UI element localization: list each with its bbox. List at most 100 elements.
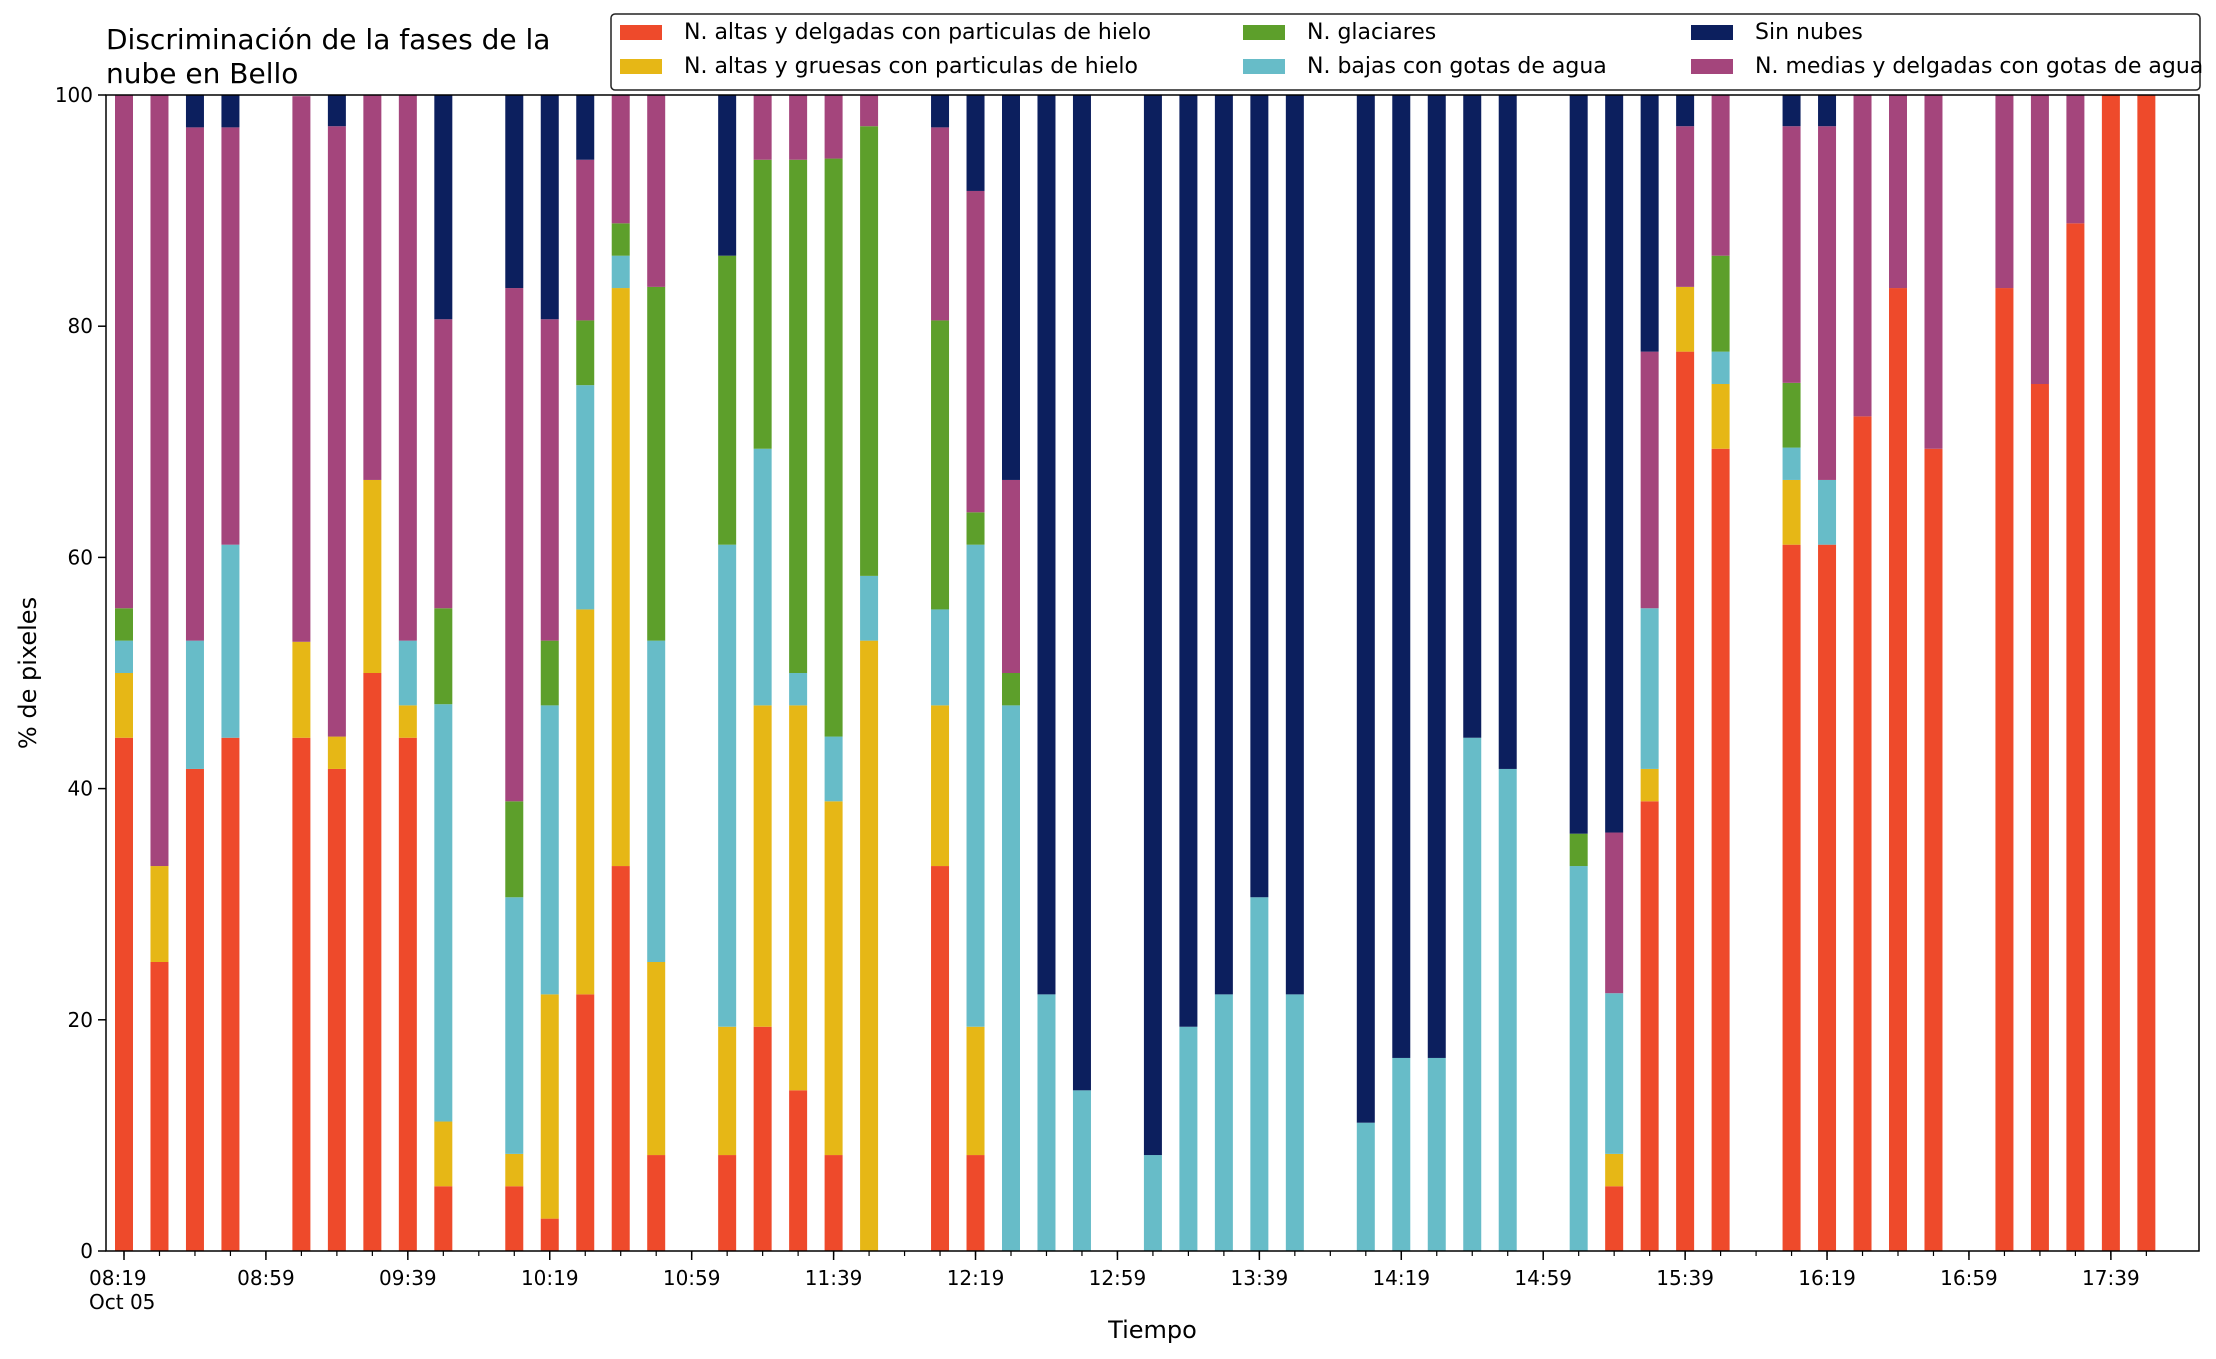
bar-segment bbox=[363, 95, 382, 480]
bar-segment bbox=[398, 737, 417, 1251]
bar-segment bbox=[1711, 351, 1730, 384]
bar-segment bbox=[718, 544, 737, 1027]
bar-segment bbox=[505, 95, 524, 289]
bar-segment bbox=[647, 640, 666, 962]
x-tick-label: 14:19 bbox=[1372, 1266, 1430, 1290]
bar-segment bbox=[753, 705, 772, 1027]
bar-segment bbox=[611, 866, 630, 1251]
bar-segment bbox=[2066, 95, 2085, 224]
bar-segment bbox=[1002, 95, 1020, 480]
bar-segment bbox=[966, 1155, 985, 1251]
bar-segment bbox=[576, 320, 595, 386]
bar-segment bbox=[753, 159, 772, 449]
bar-segment bbox=[966, 95, 985, 191]
bar-segment bbox=[1463, 95, 1482, 738]
bar-segment bbox=[185, 95, 204, 128]
bar-segment bbox=[1179, 1026, 1198, 1251]
bar-segment bbox=[647, 286, 666, 641]
bar-segment bbox=[1569, 866, 1588, 1251]
bar-segment bbox=[718, 255, 737, 545]
y-tick-label: 20 bbox=[68, 1008, 93, 1032]
bar-segment bbox=[115, 737, 133, 1251]
x-tick-label: 10:19 bbox=[521, 1266, 579, 1290]
bar-segment bbox=[434, 704, 453, 1122]
bar-segment bbox=[221, 737, 240, 1251]
bar-segment bbox=[1463, 737, 1482, 1251]
bar-segment bbox=[1072, 1090, 1091, 1251]
bar-segment bbox=[398, 705, 417, 738]
legend-swatch bbox=[1691, 59, 1733, 74]
bar-segment bbox=[540, 95, 559, 320]
bar-segment bbox=[505, 1186, 524, 1251]
legend-label: N. glaciares bbox=[1307, 20, 1436, 45]
bar-segment bbox=[1143, 1155, 1162, 1251]
bar-segment bbox=[860, 640, 879, 1251]
y-tick-label: 100 bbox=[55, 83, 93, 107]
bar-segment bbox=[1782, 126, 1801, 383]
bar-segment bbox=[1356, 1122, 1375, 1251]
bar-segment bbox=[221, 127, 240, 545]
bar-segment bbox=[505, 801, 524, 898]
x-tick-label: 09:39 bbox=[379, 1266, 437, 1290]
bar-segment bbox=[1640, 608, 1659, 769]
bar-segment bbox=[576, 95, 595, 160]
bar-segment bbox=[1995, 95, 2014, 289]
bar-segment bbox=[1711, 95, 1730, 256]
bar-segment bbox=[966, 1026, 985, 1156]
bar-segment bbox=[789, 673, 808, 706]
bar-segment bbox=[434, 95, 453, 320]
bar-segment bbox=[1711, 384, 1730, 449]
bar-segment bbox=[1605, 1186, 1624, 1251]
bar-segment bbox=[1605, 832, 1624, 994]
bar-segment bbox=[1995, 288, 2014, 1251]
bar-segment bbox=[611, 95, 630, 224]
legend-label: N. altas y delgadas con particulas de hi… bbox=[684, 20, 1151, 45]
bar-segment bbox=[221, 544, 240, 738]
bar-segment bbox=[115, 608, 133, 641]
bar-segment bbox=[1250, 95, 1269, 898]
x-tick-label: 15:39 bbox=[1656, 1266, 1714, 1290]
legend: N. altas y delgadas con particulas de hi… bbox=[610, 13, 2203, 91]
bar-segment bbox=[1924, 448, 1943, 1251]
bar-segment bbox=[1285, 95, 1304, 995]
bar-segment bbox=[824, 1155, 843, 1251]
bar-segment bbox=[647, 1155, 666, 1251]
bar-segment bbox=[576, 385, 595, 610]
y-axis-label: % de pixeles bbox=[14, 597, 42, 749]
bar-segment bbox=[1640, 801, 1659, 1251]
x-tick-label: 17:39 bbox=[2082, 1266, 2140, 1290]
bar-segment bbox=[1676, 286, 1695, 352]
bar-segment bbox=[1002, 479, 1020, 673]
bar-segment bbox=[576, 609, 595, 995]
bar-segment bbox=[2101, 95, 2120, 1251]
bar-segment bbox=[434, 1186, 453, 1251]
bar-segment bbox=[860, 95, 879, 127]
bar-segment bbox=[363, 673, 382, 1251]
bar-segment bbox=[2137, 95, 2156, 1251]
bar-segment bbox=[1640, 95, 1659, 352]
legend-label: N. medias y delgadas con gotas de agua bbox=[1755, 54, 2203, 79]
bar-segment bbox=[115, 95, 133, 609]
bar-segment bbox=[1143, 95, 1162, 1156]
bar-segment bbox=[1002, 705, 1020, 1251]
bar-segment bbox=[185, 768, 204, 1251]
bar-segment bbox=[824, 736, 843, 802]
bar-segment bbox=[292, 96, 311, 642]
bar-segment bbox=[931, 705, 950, 867]
bar-segment bbox=[1818, 95, 1837, 127]
bar-segment bbox=[150, 95, 169, 867]
bar-segment bbox=[824, 158, 843, 737]
bar-segment bbox=[966, 190, 985, 513]
x-tick-label: 08:19 bbox=[89, 1266, 147, 1290]
bar-segment bbox=[292, 737, 311, 1251]
legend-swatch bbox=[1243, 25, 1285, 40]
bar-segment bbox=[1498, 95, 1517, 769]
bar-segment bbox=[1818, 479, 1837, 545]
bar-segment bbox=[540, 705, 559, 995]
bar-segment bbox=[1782, 382, 1801, 448]
bar-segment bbox=[966, 544, 985, 1027]
bar-segment bbox=[1924, 95, 1943, 449]
bar-segment bbox=[115, 673, 133, 738]
bar-segment bbox=[1214, 994, 1233, 1251]
